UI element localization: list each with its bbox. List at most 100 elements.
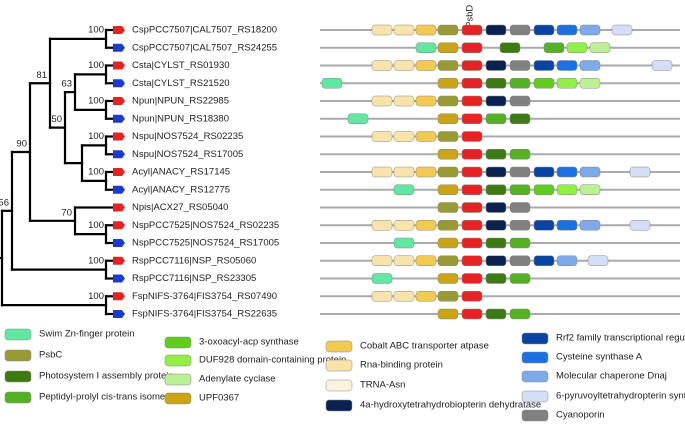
gene bbox=[485, 24, 507, 36]
gene bbox=[437, 184, 459, 195]
gene bbox=[393, 24, 415, 36]
gene bbox=[415, 166, 437, 178]
gene bbox=[393, 184, 415, 195]
gene bbox=[556, 166, 578, 178]
gene bbox=[371, 220, 393, 231]
support-value: 100 bbox=[88, 25, 104, 36]
gene bbox=[556, 255, 578, 266]
legend-label: Cyanoporin bbox=[556, 410, 605, 421]
gene bbox=[556, 78, 578, 89]
legend-swatch bbox=[164, 373, 192, 386]
legend-swatch bbox=[521, 351, 549, 364]
gene bbox=[533, 60, 555, 71]
leaf-label: Npun|NPUN_RS18380 bbox=[132, 113, 229, 124]
leaf-label: NspPCC7525|NOS7524_RS17005 bbox=[132, 238, 279, 249]
leaf-marker bbox=[113, 221, 125, 230]
gene bbox=[393, 131, 415, 142]
legend-label: 6-pyruvoyltetrahydropterin synthase bbox=[556, 391, 685, 402]
gene bbox=[533, 78, 555, 89]
gene bbox=[437, 220, 459, 231]
gene bbox=[461, 166, 483, 178]
gene bbox=[509, 95, 531, 107]
gene bbox=[437, 60, 459, 71]
leaf-marker bbox=[113, 26, 125, 34]
leaf-marker bbox=[113, 185, 125, 194]
support-value: 81 bbox=[36, 70, 47, 81]
gene bbox=[371, 255, 393, 266]
legend-swatch bbox=[521, 390, 549, 403]
gene bbox=[461, 131, 483, 142]
leaf-label: FspNIFS-3764|FIS3754_RS07490 bbox=[132, 291, 277, 302]
gene bbox=[587, 255, 609, 266]
support-value: 50 bbox=[51, 114, 62, 125]
gene bbox=[393, 166, 415, 178]
gene bbox=[485, 95, 507, 107]
gene bbox=[629, 166, 651, 178]
gene bbox=[509, 202, 531, 213]
gene bbox=[437, 308, 459, 320]
legend-swatch bbox=[4, 349, 32, 362]
legend-label: PsbC bbox=[39, 350, 62, 361]
gene bbox=[485, 60, 507, 71]
gene bbox=[347, 113, 369, 124]
gene bbox=[437, 42, 459, 53]
gene bbox=[509, 113, 531, 124]
gene bbox=[566, 42, 588, 53]
gene bbox=[485, 184, 507, 195]
gene bbox=[509, 60, 531, 71]
legend-swatch bbox=[164, 354, 192, 367]
legend-label: Rna-binding protein bbox=[360, 360, 443, 371]
gene bbox=[509, 78, 531, 89]
gene bbox=[556, 60, 578, 71]
gene bbox=[321, 78, 343, 89]
leaf-label: Nspu|NOS7524_RS02235 bbox=[132, 131, 243, 142]
legend-label: Photosystem I assembly protein bbox=[39, 371, 174, 382]
leaf-marker bbox=[113, 43, 125, 52]
gene bbox=[415, 95, 437, 107]
gene bbox=[371, 95, 393, 107]
gene bbox=[461, 60, 483, 71]
gene bbox=[461, 291, 483, 302]
legend-swatch bbox=[325, 399, 353, 412]
gene bbox=[437, 255, 459, 266]
gene bbox=[485, 220, 507, 231]
gene bbox=[437, 291, 459, 302]
gene bbox=[437, 237, 459, 249]
leaf-marker bbox=[113, 310, 125, 318]
leaf-label: CspPCC7507|CAL7507_RS24255 bbox=[132, 42, 277, 53]
gene bbox=[415, 60, 437, 71]
gene-label: PsbD bbox=[465, 5, 476, 28]
legend-swatch bbox=[325, 340, 353, 353]
gene bbox=[533, 255, 555, 266]
legend-swatch bbox=[325, 359, 353, 372]
support-value: 100 bbox=[88, 131, 104, 142]
leaf-label: RspPCC7116|NSP_RS05060 bbox=[132, 255, 256, 266]
legend-swatch bbox=[325, 379, 353, 392]
gene bbox=[533, 184, 555, 195]
gene bbox=[556, 220, 578, 231]
leaf-marker bbox=[113, 61, 125, 70]
leaf-label: Npun|NPUN_RS22985 bbox=[132, 96, 229, 107]
legend-label: Adenylate cyclase bbox=[199, 374, 276, 385]
gene bbox=[509, 220, 531, 231]
legend-swatch bbox=[521, 409, 549, 422]
legend-swatch bbox=[521, 370, 549, 383]
gene bbox=[485, 113, 507, 124]
leaf-label: RspPCC7116|NSP_RS23305 bbox=[132, 273, 256, 284]
leaf-marker bbox=[113, 274, 125, 283]
gene bbox=[437, 24, 459, 36]
gene bbox=[485, 308, 507, 320]
legend-label: DUF928 domain-containing protein bbox=[199, 355, 346, 366]
support-value: 90 bbox=[16, 139, 27, 150]
gene bbox=[485, 202, 507, 213]
gene bbox=[509, 255, 531, 266]
legend-label: TRNA-Asn bbox=[360, 380, 405, 391]
gene bbox=[543, 42, 565, 53]
gene bbox=[629, 220, 651, 231]
legend-label: 4a-hydroxytetrahydrobiopterin dehydratas… bbox=[360, 400, 541, 411]
gene bbox=[415, 291, 437, 302]
leaf-label: NspPCC7525|NOS7524_RS02235 bbox=[132, 220, 279, 231]
gene bbox=[509, 149, 531, 160]
gene bbox=[461, 202, 483, 213]
gene bbox=[651, 60, 673, 71]
